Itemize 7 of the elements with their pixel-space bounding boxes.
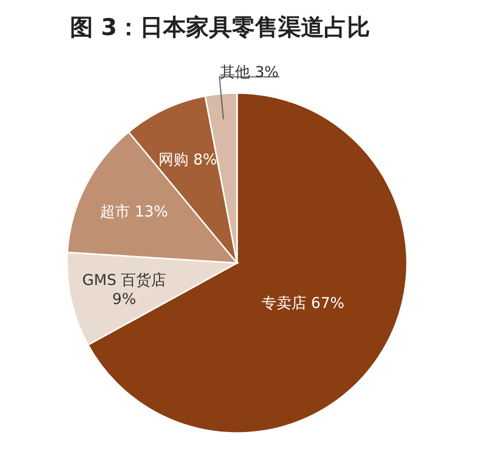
slice-label: 网购 8% [158, 150, 218, 168]
slice-label: GMS 百货店 [82, 271, 166, 290]
slice-label: 超市 13% [100, 202, 168, 221]
slice-label: 专卖店 67% [261, 294, 344, 312]
slice-label: 其他 3% [220, 62, 279, 81]
data-label: 9% [112, 290, 136, 308]
chart-title: 图 3：日本家具零售渠道占比 [70, 14, 370, 41]
